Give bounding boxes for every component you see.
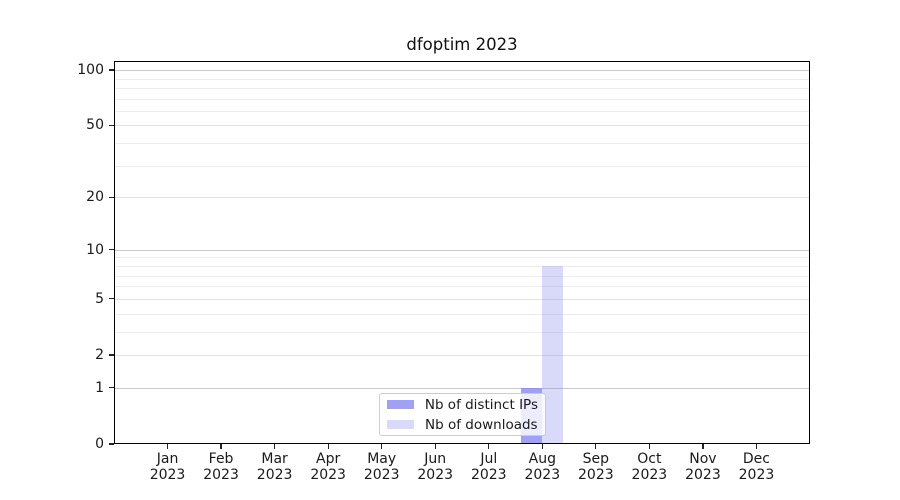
x-tick-label: May 2023 [347,451,417,483]
gridline [114,197,810,199]
gridline [114,298,810,300]
x-tick-month: Jun [424,451,447,467]
gridline [114,313,810,315]
gridline [114,165,810,167]
x-tick-mark [702,444,704,449]
y-tick-mark [109,249,114,251]
y-tick-label: 50 [86,117,104,134]
gridline [114,143,810,145]
x-tick-month: Apr [316,451,341,467]
chart-title: dfoptim 2023 [406,35,518,54]
gridline [114,87,810,89]
gridline [114,70,810,72]
y-tick-mark [109,354,114,356]
x-tick-mark [381,444,383,449]
gridline [114,265,810,267]
x-tick-label: Nov 2023 [668,451,738,483]
x-tick-label: Dec 2023 [721,451,791,483]
gridline [114,125,810,127]
x-tick-month: Oct [637,451,662,467]
x-tick-mark [648,444,650,449]
x-tick-year: 2023 [685,467,721,483]
legend-swatch-distinct-ips [387,400,414,409]
y-tick-mark [109,387,114,389]
x-tick-year: 2023 [578,467,614,483]
gridline [114,387,810,389]
y-tick-label: 0 [95,436,104,452]
x-tick-year: 2023 [256,467,293,483]
x-tick-year: 2023 [738,467,775,483]
x-tick-month: Jul [480,451,498,467]
x-tick-year: 2023 [310,467,346,483]
legend-label-downloads: Nb of downloads [425,416,538,433]
x-tick-month: Mar [261,451,288,467]
gridline [114,286,810,288]
legend-item-downloads: Nb of downloads [387,415,538,435]
gridline [114,110,810,112]
x-tick-month: Aug [528,451,556,467]
y-tick-label: 100 [77,62,104,79]
gridline [114,249,810,251]
x-tick-label: Apr 2023 [293,451,363,483]
x-tick-month: Sep [582,451,610,467]
y-tick-label: 20 [86,189,104,206]
gridline [114,331,810,333]
gridlines-layer [114,61,810,444]
x-tick-mark [274,444,276,449]
x-tick-mark [220,444,222,449]
x-tick-year: 2023 [363,467,400,483]
x-tick-year: 2023 [417,467,454,483]
y-tick-mark [109,298,114,300]
x-tick-mark [488,444,490,449]
y-tick-mark [109,69,114,71]
x-tick-mark [541,444,543,449]
y-tick-label: 1 [95,379,104,396]
gridline [114,275,810,277]
x-tick-mark [595,444,597,449]
x-tick-label: Mar 2023 [240,451,310,483]
x-tick-mark [327,444,329,449]
x-tick-year: 2023 [149,467,186,483]
x-tick-year: 2023 [631,467,668,483]
x-tick-label: Jul 2023 [454,451,524,483]
bar-downloads [542,265,564,444]
bars-layer [114,61,810,444]
x-tick-mark [166,444,169,449]
y-tick-mark [109,124,114,127]
legend: Nb of distinct IPs Nb of downloads [379,393,546,436]
gridline [114,98,810,100]
x-tick-month: Feb [208,451,234,467]
legend-label-distinct-ips: Nb of distinct IPs [424,396,538,413]
y-tick-label: 5 [95,290,104,307]
x-tick-label: Feb 2023 [186,451,256,483]
x-tick-year: 2023 [524,467,561,483]
y-tick-mark [109,196,114,198]
x-tick-mark [755,444,758,449]
x-tick-label: Oct 2023 [614,451,684,483]
legend-swatch-downloads [387,420,414,429]
legend-item-distinct-ips: Nb of distinct IPs [387,395,538,415]
x-tick-month: May [367,451,397,467]
x-tick-year: 2023 [470,467,507,483]
y-tick-label: 2 [95,346,104,363]
x-tick-label: Sep 2023 [561,451,631,483]
gridline [114,257,810,259]
x-tick-label: Aug 2023 [507,451,577,483]
x-tick-mark [434,444,436,449]
x-tick-label: Jun 2023 [400,451,470,483]
x-tick-month: Nov [689,451,717,467]
gridline [114,354,810,356]
y-tick-mark [109,443,114,445]
x-tick-label: Jan 2023 [133,451,203,483]
x-tick-year: 2023 [203,467,239,483]
y-tick-label: 10 [86,241,104,258]
x-tick-month: Jan [156,451,179,467]
x-tick-month: Dec [742,451,770,467]
gridline [114,78,810,80]
